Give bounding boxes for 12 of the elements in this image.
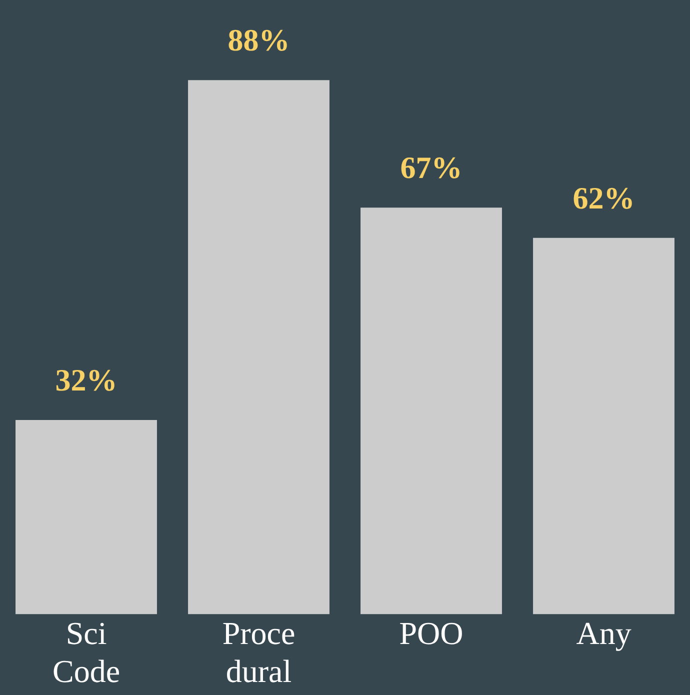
x-tick-label: Proce dural — [222, 614, 296, 690]
x-tick-label: Sci Code — [52, 614, 120, 690]
data-label: 67% — [400, 150, 462, 186]
x-tick-label: Any — [576, 614, 632, 651]
data-label: 88% — [228, 22, 290, 58]
bar — [16, 420, 157, 614]
bar — [360, 208, 502, 614]
bar — [533, 238, 674, 614]
x-tick-label: POO — [399, 614, 464, 651]
data-label: 32% — [55, 362, 118, 398]
data-label: 62% — [572, 180, 635, 216]
bar — [188, 80, 330, 614]
